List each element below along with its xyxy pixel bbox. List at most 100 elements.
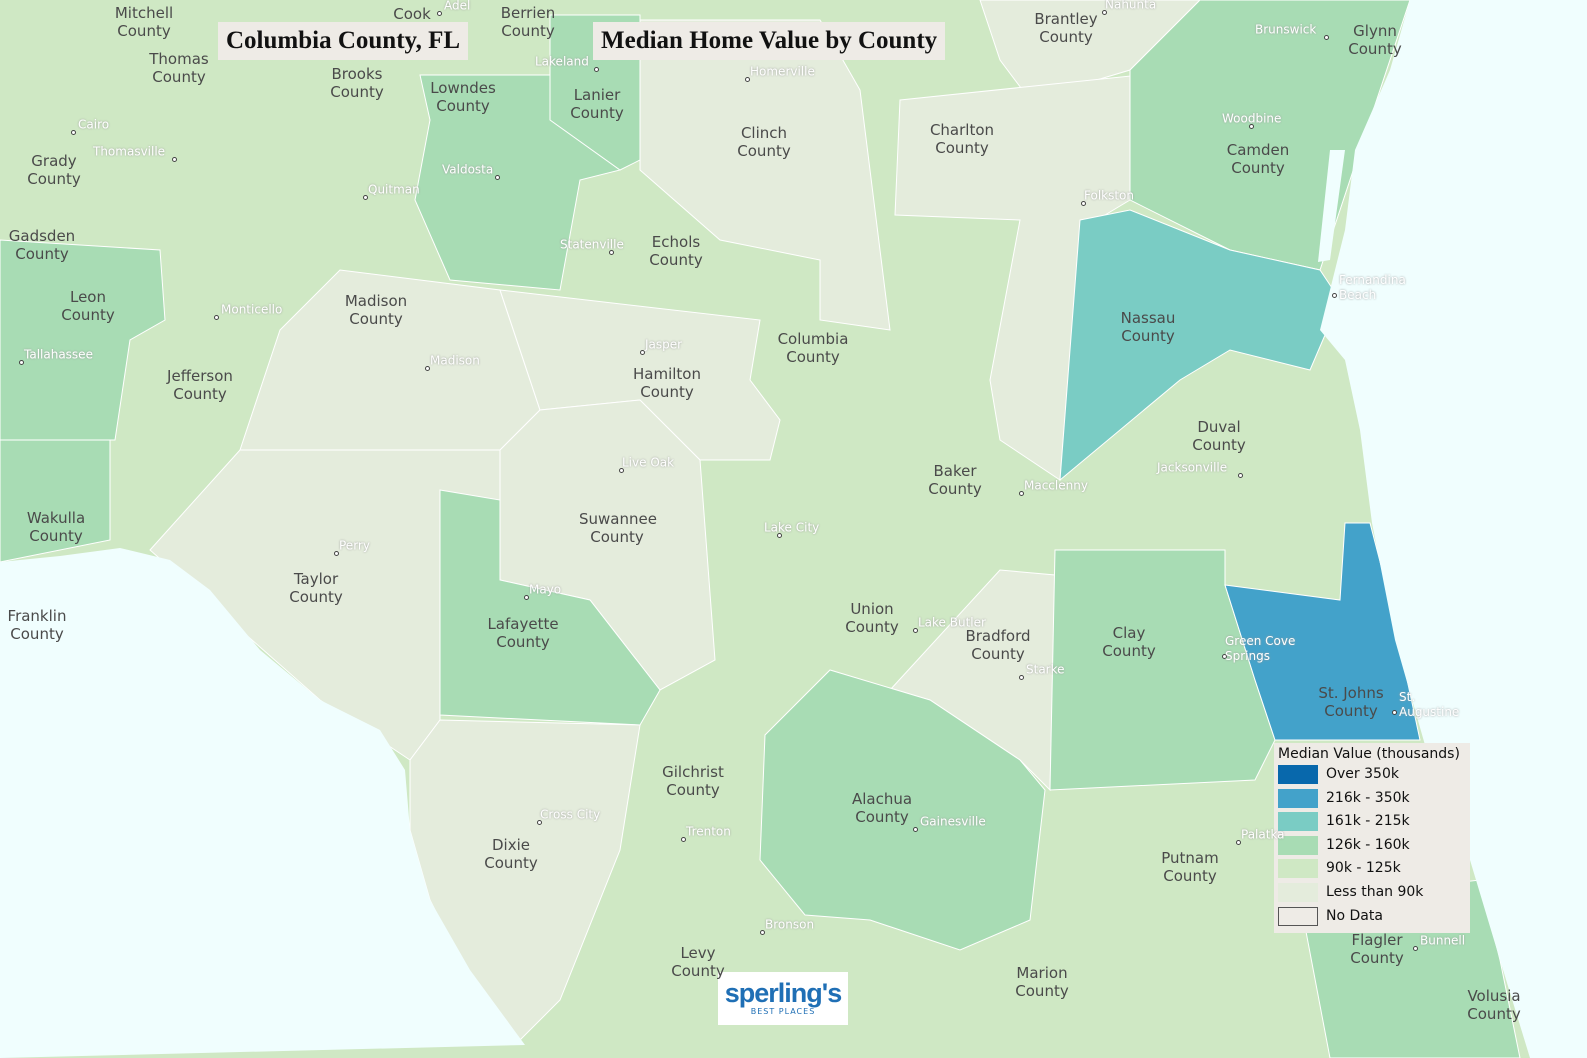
county-label: Suwannee County <box>579 510 657 546</box>
city-marker <box>594 67 599 72</box>
legend-label: No Data <box>1326 907 1383 924</box>
city-marker <box>437 11 442 16</box>
city-label: Valdosta <box>442 162 494 177</box>
county-label: Dixie County <box>484 836 538 872</box>
county-label: Echols County <box>649 233 703 269</box>
city-marker <box>1324 35 1329 40</box>
city-marker <box>1238 473 1243 478</box>
legend-swatch <box>1278 788 1318 808</box>
city-marker <box>1081 201 1086 206</box>
county-label: Jefferson County <box>167 367 233 403</box>
city-marker <box>640 350 645 355</box>
place-title: Columbia County, FL <box>218 22 469 60</box>
legend-label: Less than 90k <box>1326 884 1424 900</box>
county-label: Levy County <box>671 944 725 980</box>
county-area <box>1130 827 1250 907</box>
county-label: Lanier County <box>570 86 624 122</box>
city-marker <box>777 533 782 538</box>
city-label: Mayo <box>529 582 562 597</box>
city-label: Nahunta <box>1105 0 1157 12</box>
city-marker <box>363 195 368 200</box>
city-marker <box>214 315 219 320</box>
city-marker <box>745 77 750 82</box>
county-label: Columbia County <box>777 330 849 366</box>
city-label: Bronson <box>765 917 815 932</box>
legend-label: 90k - 125k <box>1326 860 1401 877</box>
city-marker <box>619 468 624 473</box>
city-label: Quitman <box>368 182 420 197</box>
city-label: Folkston <box>1084 188 1135 203</box>
city-marker <box>681 837 686 842</box>
county-label: Putnam County <box>1161 849 1219 885</box>
county-label: Nassau County <box>1120 309 1176 345</box>
county-label: Grady County <box>27 152 81 188</box>
legend-label: Over 350k <box>1326 766 1399 782</box>
city-marker <box>537 820 542 825</box>
city-label: Fernandina Beach <box>1339 273 1406 302</box>
city-label: Woodbine <box>1222 111 1282 126</box>
county-label: Madison County <box>344 292 408 328</box>
county-label: Union County <box>845 600 899 636</box>
atlantic-ocean <box>1320 0 1587 1058</box>
city-marker <box>524 595 529 600</box>
city-label: Homerville <box>750 64 815 79</box>
legend-swatch <box>1278 859 1318 879</box>
county-area <box>0 239 166 441</box>
st-marys-river <box>1318 150 1345 262</box>
county-label: Brooks County <box>330 65 384 101</box>
city-label: Palatka <box>1241 827 1285 842</box>
legend-swatch <box>1278 765 1318 784</box>
county-label: Flagler County <box>1350 931 1404 967</box>
city-label: Gainesville <box>920 814 986 829</box>
city-label: Lake City <box>764 520 820 535</box>
county-label: Berrien County <box>500 4 556 40</box>
county-label: Taylor County <box>289 570 343 606</box>
county-area <box>1159 396 1279 476</box>
county-area <box>982 942 1102 1022</box>
legend-swatch <box>1278 906 1318 926</box>
county-area <box>633 741 753 821</box>
city-marker <box>913 628 918 633</box>
city-label: Lakeland <box>535 54 589 69</box>
county-label: Wakulla County <box>26 509 86 545</box>
county-label: Baker County <box>928 462 982 498</box>
county-label: Lafayette County <box>487 615 559 651</box>
logo-tagline: BEST PLACES <box>750 1007 816 1016</box>
city-marker <box>19 360 24 365</box>
legend-swatch <box>1278 835 1318 855</box>
city-label: Live Oak <box>622 455 675 470</box>
city-marker <box>1236 840 1241 845</box>
county-label: Gilchrist County <box>662 763 724 799</box>
logo[interactable]: sperling's BEST PLACES <box>718 972 848 1025</box>
city-label: Brunswick <box>1255 22 1317 37</box>
county-area <box>0 130 114 210</box>
city-label: Macclenny <box>1024 478 1088 493</box>
logo-brand: sperling's <box>724 978 842 1008</box>
county-label: Gadsden County <box>8 227 76 263</box>
city-label: Thomasville <box>93 144 166 159</box>
county-label: Franklin County <box>7 607 67 643</box>
city-marker <box>1222 654 1227 659</box>
city-marker <box>913 827 918 832</box>
city-marker <box>334 551 339 556</box>
city-marker <box>1249 124 1254 129</box>
city-marker <box>495 175 500 180</box>
city-label: Jacksonville <box>1157 460 1228 475</box>
city-label: Trenton <box>686 824 731 839</box>
county-label: Camden County <box>1226 141 1290 177</box>
county-label: Marion County <box>1015 964 1069 1000</box>
county-label: Charlton County <box>929 121 995 157</box>
city-label: Adel <box>444 0 471 13</box>
legend-label: 216k - 350k <box>1326 789 1410 806</box>
legend-swatch <box>1278 883 1318 902</box>
county-label: Lowndes County <box>430 79 496 115</box>
county-area <box>0 439 111 563</box>
city-label: St. Augustine <box>1399 690 1460 719</box>
city-label: Lake Butler <box>918 615 986 630</box>
county-area <box>140 345 260 425</box>
county-area <box>812 578 932 658</box>
county-area <box>759 669 1046 951</box>
